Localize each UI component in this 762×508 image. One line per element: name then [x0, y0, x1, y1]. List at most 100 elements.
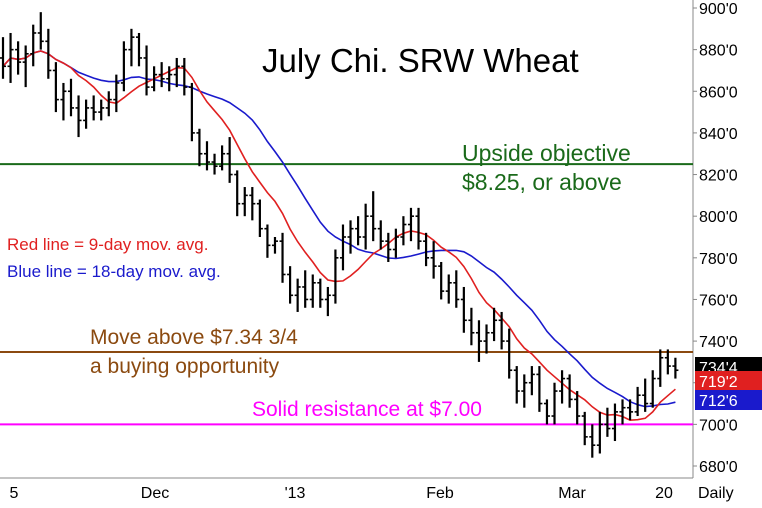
price-bar: [135, 32, 142, 67]
price-bar: [128, 28, 135, 67]
legend-red-line: Red line = 9-day mov. avg.: [7, 235, 209, 254]
price-bar: [445, 274, 452, 304]
price-bar: [332, 249, 339, 304]
price-bar: [377, 220, 384, 250]
price-bar: [453, 270, 460, 308]
annotation-solid-resistance: Solid resistance at $7.00: [252, 398, 482, 421]
price-bar: [392, 228, 399, 258]
price-bar: [188, 82, 195, 142]
price-bar: [90, 95, 97, 121]
price-bar: [98, 99, 105, 121]
x-tick-label: 20: [655, 485, 673, 502]
price-bar: [105, 91, 112, 117]
x-tick-label: 5: [10, 485, 19, 502]
price-bar: [30, 24, 37, 67]
price-bar: [619, 399, 626, 425]
ma-9-day-line: [2, 50, 676, 422]
price-bar: [506, 328, 513, 379]
price-bar: [634, 386, 641, 417]
price-bar: [309, 274, 316, 308]
price-bar: [460, 286, 467, 333]
price-bar: [37, 12, 44, 50]
price-bar: [604, 407, 611, 437]
y-tick-label: 780'0: [699, 251, 738, 268]
price-bar: [528, 366, 535, 396]
chart-title: July Chi. SRW Wheat: [262, 42, 579, 79]
price-bar: [347, 220, 354, 254]
price-bar: [317, 278, 324, 308]
price-bar: [385, 232, 392, 262]
price-bar: [664, 349, 671, 375]
price-bar: [151, 66, 158, 92]
price-bar: [173, 57, 180, 88]
y-tick-label: 700'0: [699, 417, 738, 434]
price-bar: [196, 128, 203, 167]
price-bar: [339, 224, 346, 271]
price-bar: [491, 307, 498, 342]
price-bar: [498, 311, 505, 350]
y-tick-label: 740'0: [699, 334, 738, 351]
price-bar: [551, 382, 558, 425]
legend-blue-line: Blue line = 18-day mov. avg.: [7, 262, 221, 281]
price-bar: [423, 232, 430, 267]
price-bar: [362, 203, 369, 250]
annotation-upside-objective-line2: $8.25, or above: [462, 169, 622, 195]
price-bar: [22, 45, 29, 88]
price-bar: [407, 207, 414, 242]
price-bar: [158, 62, 165, 88]
price-bar: [45, 28, 52, 79]
price-bar: [355, 216, 362, 246]
price-bar: [672, 357, 679, 379]
y-tick-label: 900'0: [699, 1, 738, 18]
price-bar: [67, 78, 74, 117]
price-bar: [294, 278, 301, 312]
price-bar: [581, 411, 588, 446]
price-bar: [249, 187, 256, 221]
price-bar: [468, 307, 475, 346]
price-bar: [536, 366, 543, 412]
ma-18-day-line: [2, 50, 676, 408]
price-bar: [649, 370, 656, 408]
price-bar: [324, 286, 331, 317]
price-bar: [0, 37, 6, 79]
price-bar: [513, 366, 520, 404]
price-bar: [143, 45, 150, 96]
annotation-upside-objective-line1: Upside objective: [462, 140, 631, 166]
price-bar: [400, 216, 407, 246]
y-tick-label: 680'0: [699, 459, 738, 476]
price-bar: [256, 199, 263, 237]
price-bar: [642, 378, 649, 412]
y-tick-label: 840'0: [699, 126, 738, 143]
price-bar: [438, 261, 445, 300]
price-bar: [657, 349, 664, 387]
y-tick-label: 800'0: [699, 209, 738, 226]
x-tick-label: Dec: [141, 485, 169, 502]
annotation-move-above-line2: a buying opportunity: [90, 355, 280, 378]
price-bar: [211, 153, 218, 175]
price-tag-box: [695, 390, 762, 410]
price-bar: [287, 266, 294, 304]
price-bar: [627, 399, 634, 421]
price-bar: [521, 374, 528, 408]
price-bar: [226, 137, 233, 183]
price-bar: [181, 57, 188, 96]
price-bar: [166, 66, 173, 92]
price-bar: [574, 391, 581, 425]
price-bar: [52, 62, 59, 113]
price-bar: [566, 374, 573, 408]
price-bar: [113, 74, 120, 113]
price-bar: [264, 224, 271, 258]
price-bar: [611, 403, 618, 442]
price-tag-box: [695, 371, 762, 391]
x-tick-label: Mar: [558, 485, 586, 502]
y-tick-label: 880'0: [699, 43, 738, 60]
price-bar: [75, 95, 82, 138]
price-bar: [559, 370, 566, 404]
annotation-move-above-line1: Move above $7.34 3/4: [90, 326, 298, 349]
price-bar: [279, 232, 286, 283]
price-bar: [596, 411, 603, 454]
price-bar: [430, 241, 437, 279]
price-bar: [302, 270, 309, 308]
